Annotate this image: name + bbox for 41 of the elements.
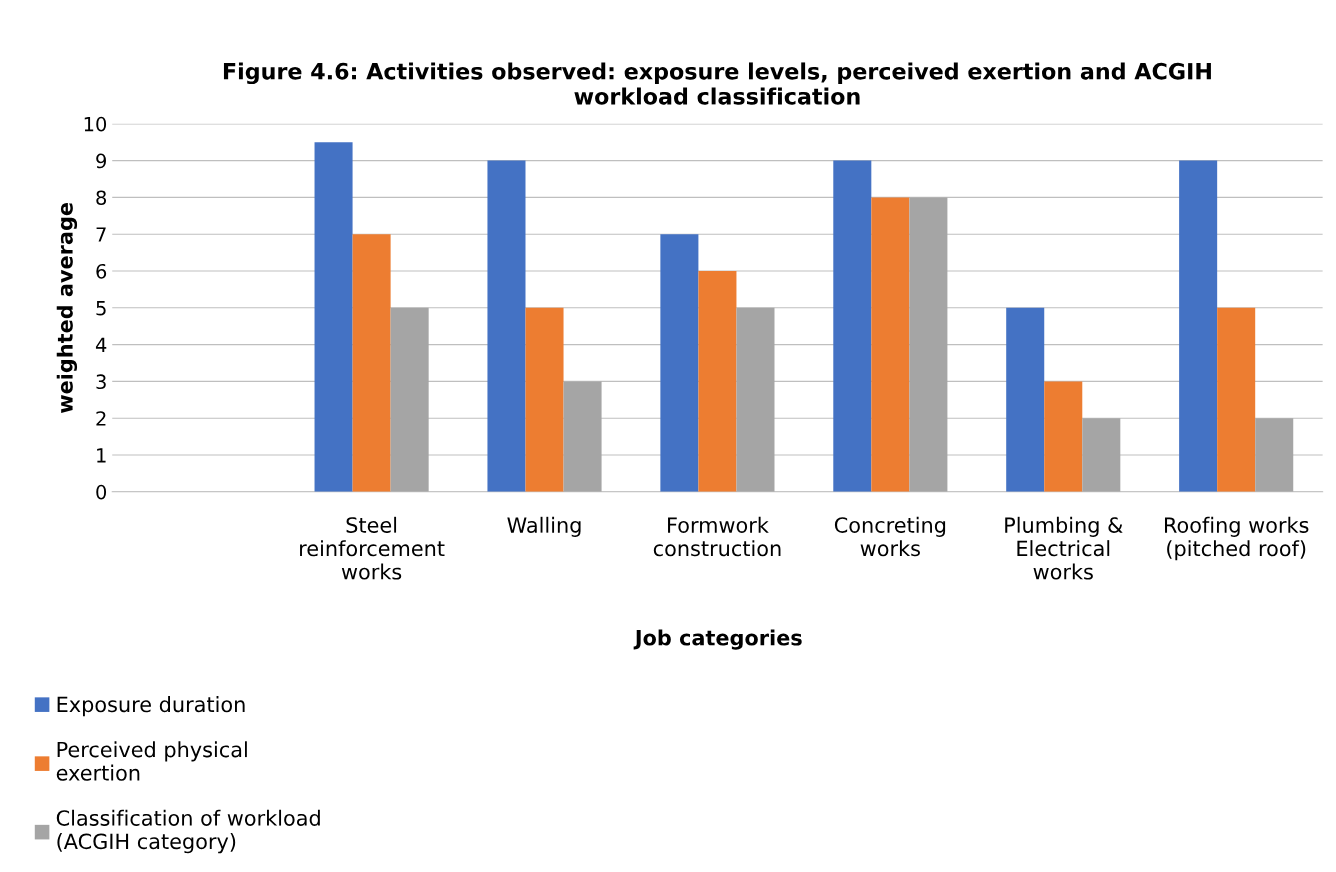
bar [1044, 381, 1083, 492]
y-tick-label: 1 [97, 448, 106, 463]
y-tick-label: 0 [96, 484, 107, 500]
bar [833, 160, 872, 492]
y-tick-label: 2 [96, 411, 106, 426]
x-axis-title: Job categories [633, 629, 802, 650]
legend-label: Classification of workload (ACGIH category) [56, 809, 320, 854]
bar [1217, 307, 1256, 492]
bar [1255, 418, 1294, 492]
legend-label: Perceived physical exertion [56, 741, 247, 781]
bar [736, 307, 775, 492]
legend-label: Exposure duration [57, 696, 245, 717]
bar [314, 142, 353, 492]
chart-title: Figure 4.6: Activities observed: exposure levels, perceived exertion and ACGIH workload classification [223, 62, 1211, 105]
x-tick-label: Formwork construction [653, 516, 781, 557]
bar [660, 234, 699, 492]
x-tick-label: Concreting works [834, 516, 946, 557]
y-tick-label: 10 [84, 116, 107, 132]
bar [487, 160, 526, 492]
y-tick-label: 7 [96, 227, 106, 242]
bar [1006, 307, 1045, 492]
x-tick-label: Roofing works (pitched roof) [1164, 516, 1309, 561]
bar [1082, 418, 1121, 492]
bar [525, 307, 564, 492]
x-tick-label: Steel reinforcement works [300, 516, 445, 580]
y-tick-label: 4 [95, 337, 107, 352]
x-tick-label: Walling [507, 516, 581, 537]
y-axis-title: weighted average [56, 203, 78, 413]
y-tick-label: 6 [96, 263, 107, 279]
bar [871, 197, 910, 492]
bar [563, 381, 602, 492]
y-tick-label: 9 [96, 153, 106, 169]
bar [390, 307, 429, 492]
y-tick-label: 8 [96, 190, 107, 206]
bar [352, 234, 391, 492]
bar [1179, 160, 1218, 492]
x-tick-label: Plumbing & Electrical works [1005, 516, 1123, 580]
y-tick-label: 3 [96, 374, 106, 390]
bar [909, 197, 948, 492]
bar [698, 271, 737, 492]
y-tick-label: 5 [96, 301, 106, 316]
